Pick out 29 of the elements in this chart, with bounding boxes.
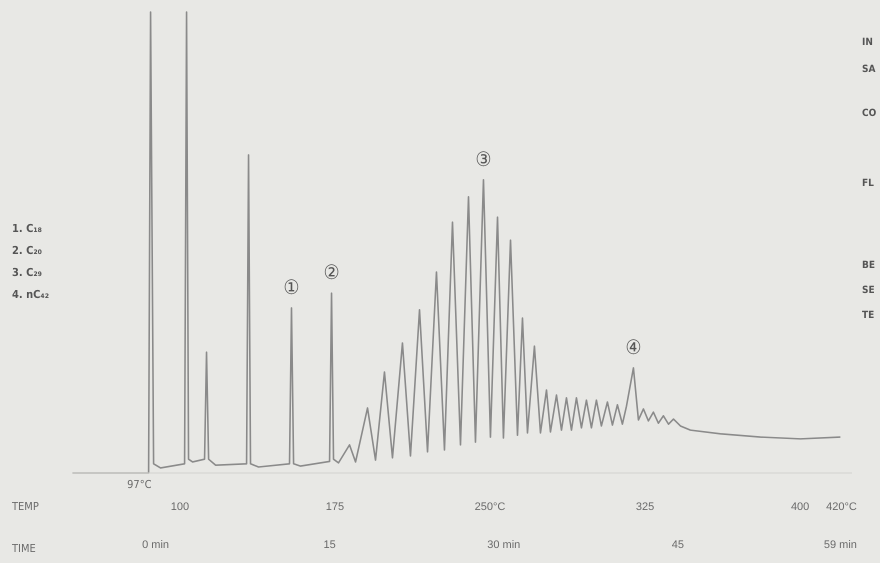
text: SA <box>862 64 876 75</box>
text: BE <box>862 260 876 271</box>
text: SE <box>862 285 875 296</box>
annotation: ④ <box>625 334 642 359</box>
x2-tick-label: 420°C <box>826 501 857 514</box>
text: CO <box>862 108 877 119</box>
text: 1. C₁₈ <box>12 222 42 235</box>
x2-tick-label: 175 <box>326 501 344 514</box>
x2-tick-label: 400 <box>790 501 810 514</box>
x2-tick-label: 325 <box>636 501 654 514</box>
annotation: ② <box>323 260 340 284</box>
x-tick-label: 0 min <box>142 539 170 552</box>
x2-tick-label: 250°C <box>474 501 506 514</box>
text: 97°C <box>127 478 152 491</box>
annotation: ③ <box>475 146 492 171</box>
x-axis-title: TIME <box>11 542 36 555</box>
x2-tick-label: 100 <box>170 501 190 514</box>
text: FL <box>862 178 874 189</box>
x-tick-label: 30 min <box>487 539 520 552</box>
annotation: ① <box>283 274 300 299</box>
x-tick-label: 15 <box>324 539 336 552</box>
x-tick-label: 45 <box>672 539 684 552</box>
text: TE <box>862 310 874 321</box>
text: 2. C₂₀ <box>12 244 42 257</box>
text: 3. C₂₉ <box>12 266 42 279</box>
text: 4. nC₄₂ <box>12 288 50 301</box>
x2-axis-title: TEMP <box>11 500 39 513</box>
text: IN <box>862 37 873 48</box>
x-tick-label: 59 min <box>824 539 857 552</box>
